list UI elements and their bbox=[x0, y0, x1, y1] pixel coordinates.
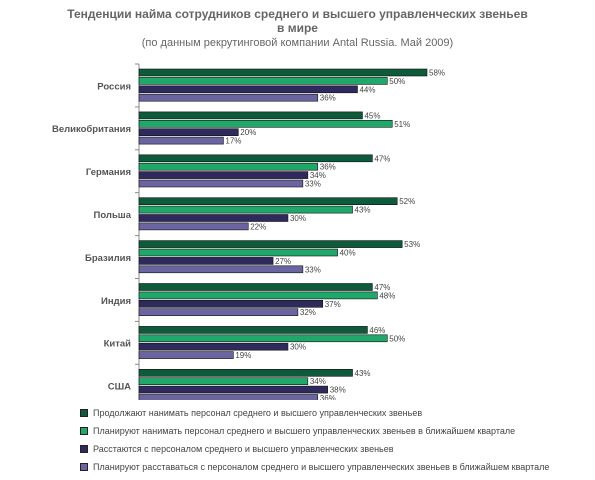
data-label: 36% bbox=[320, 163, 336, 172]
category-label: Китай bbox=[104, 339, 132, 350]
bar bbox=[138, 85, 358, 94]
bar bbox=[138, 77, 388, 85]
chart-title-line1: Тенденции найма сотрудников среднего и в… bbox=[67, 7, 528, 21]
legend-swatch bbox=[80, 463, 88, 471]
legend-item: Расстаются с персоналом среднего и высше… bbox=[80, 440, 590, 458]
bar bbox=[138, 385, 328, 394]
data-label: 48% bbox=[379, 291, 395, 300]
data-label: 46% bbox=[369, 326, 385, 335]
bar bbox=[138, 377, 309, 386]
data-label: 58% bbox=[429, 69, 445, 78]
bar bbox=[138, 120, 393, 128]
legend-item: Планируют расставаться с персоналом сред… bbox=[80, 458, 590, 476]
bar bbox=[138, 248, 338, 257]
data-label: 19% bbox=[235, 351, 251, 360]
category-label: Россия bbox=[97, 81, 131, 92]
category-label: Бразилия bbox=[85, 253, 131, 264]
bar bbox=[138, 240, 403, 248]
legend-item: Продолжают нанимать персонал среднего и … bbox=[80, 404, 590, 422]
legend-label: Планируют расставаться с персоналом сред… bbox=[93, 462, 550, 472]
bar bbox=[138, 351, 234, 359]
data-label: 53% bbox=[404, 240, 420, 249]
data-label: 45% bbox=[364, 111, 380, 120]
data-label: 36% bbox=[320, 394, 336, 400]
bar bbox=[138, 179, 304, 188]
bar bbox=[138, 136, 224, 145]
legend-swatch bbox=[80, 409, 88, 417]
legend-swatch bbox=[80, 427, 88, 435]
data-label: 50% bbox=[389, 77, 405, 86]
data-label: 17% bbox=[225, 137, 241, 146]
legend-label: Продолжают нанимать персонал среднего и … bbox=[93, 408, 423, 418]
bar bbox=[138, 283, 373, 291]
bar bbox=[138, 111, 363, 120]
data-label: 30% bbox=[290, 343, 306, 352]
bar bbox=[138, 154, 373, 163]
bar bbox=[138, 162, 319, 171]
bar bbox=[138, 197, 398, 205]
bar bbox=[138, 334, 388, 343]
legend-label: Расстаются с персоналом среднего и высше… bbox=[93, 444, 394, 454]
data-label: 34% bbox=[310, 377, 326, 386]
data-label: 44% bbox=[359, 85, 375, 94]
data-label: 37% bbox=[325, 300, 341, 309]
category-label: Польша bbox=[94, 210, 132, 221]
data-label: 52% bbox=[399, 197, 415, 206]
bar-chart: Россия 58% 50% 44% 36% Великобритания 45% 51% 20… bbox=[52, 63, 445, 400]
bar bbox=[138, 308, 299, 317]
category-label: Великобритания bbox=[52, 124, 131, 135]
bar bbox=[138, 299, 324, 308]
bar bbox=[138, 68, 428, 77]
data-label: 27% bbox=[275, 257, 291, 266]
bar bbox=[138, 368, 353, 377]
chart-title-line2: в мире bbox=[277, 21, 318, 35]
bar bbox=[138, 171, 309, 179]
bar bbox=[138, 222, 249, 231]
category-label: Германия bbox=[86, 167, 131, 178]
legend-swatch bbox=[80, 445, 88, 453]
chart-subtitle: (по данным рекрутинговой компании Antal … bbox=[141, 37, 454, 49]
data-label: 47% bbox=[374, 154, 390, 163]
data-label: 33% bbox=[305, 265, 321, 274]
legend-label: Планируют нанимать персонал среднего и в… bbox=[93, 426, 516, 436]
data-label: 47% bbox=[374, 283, 390, 292]
bar bbox=[138, 342, 289, 351]
legend-item: Планируют нанимать персонал среднего и в… bbox=[80, 422, 590, 440]
data-label: 43% bbox=[355, 206, 371, 215]
bar bbox=[138, 93, 319, 102]
bar bbox=[138, 214, 289, 222]
data-label: 22% bbox=[250, 222, 266, 231]
bar bbox=[138, 326, 368, 334]
data-label: 50% bbox=[389, 334, 405, 343]
data-label: 40% bbox=[340, 249, 356, 258]
bar bbox=[138, 205, 353, 214]
bar bbox=[138, 257, 274, 265]
category-label: США bbox=[108, 382, 131, 393]
category-label: Индия bbox=[101, 296, 131, 307]
bar bbox=[138, 128, 239, 136]
data-label: 33% bbox=[305, 180, 321, 189]
data-label: 20% bbox=[240, 128, 256, 137]
data-label: 30% bbox=[290, 214, 306, 223]
bar bbox=[138, 394, 319, 400]
data-label: 36% bbox=[320, 94, 336, 103]
bar bbox=[138, 291, 378, 300]
chart-legend: Продолжают нанимать персонал среднего и … bbox=[80, 404, 590, 476]
data-label: 38% bbox=[330, 386, 346, 395]
data-label: 43% bbox=[355, 369, 371, 378]
data-label: 51% bbox=[394, 120, 410, 129]
data-label: 32% bbox=[300, 308, 316, 317]
bar bbox=[138, 265, 304, 274]
data-label: 34% bbox=[310, 171, 326, 180]
